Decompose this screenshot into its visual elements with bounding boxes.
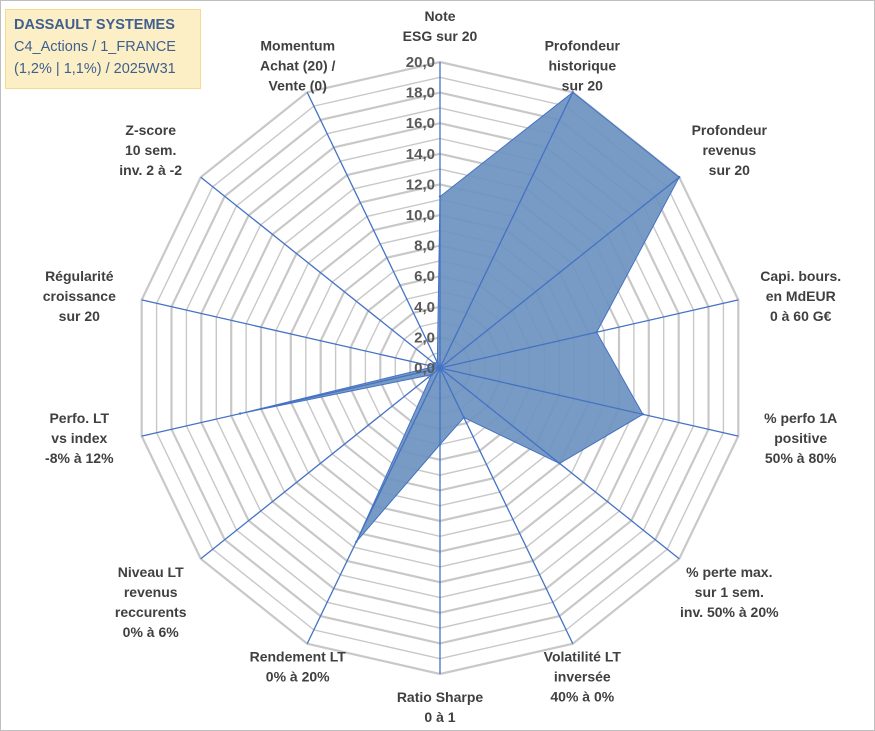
axis-spoke — [141, 299, 441, 369]
axis-label: % perte max. sur 1 sem. inv. 50% à 20% — [680, 564, 779, 620]
axis-spoke — [439, 367, 574, 644]
tick-label: 20,0 — [406, 54, 435, 71]
axis-label: Volatilité LT inversée 40% à 0% — [544, 649, 622, 705]
axis-label-line: 0 à 60 G€ — [770, 308, 832, 324]
axis-spoke — [439, 367, 680, 560]
axis-label-line: reccurents — [115, 604, 187, 620]
axis-labels: Note ESG sur 20 Profondeur historique sur 20… — [43, 8, 841, 725]
axis-label: Rendement LT 0% à 20% — [250, 649, 347, 685]
axis-label-line: Note — [424, 8, 455, 24]
axis-spoke — [439, 299, 739, 369]
axis-label-line: Profondeur — [692, 122, 768, 138]
axis-label-line: Achat (20) / — [260, 57, 336, 73]
axis-label-line: % perte max. — [686, 564, 772, 580]
axis-label-line: Rendement LT — [250, 649, 347, 665]
axis-label: Capi. bours. en MdEUR 0 à 60 G€ — [760, 268, 841, 324]
axis-spoke — [439, 367, 739, 437]
axis-label-line: revenus — [124, 584, 178, 600]
axis-label-line: sur 20 — [562, 77, 603, 93]
axis-label-line: % perfo 1A — [764, 410, 837, 426]
axis-spoke — [306, 92, 441, 369]
axis-label-line: positive — [774, 430, 827, 446]
chart-title-box: DASSAULT SYSTEMES C4_Actions / 1_FRANCE … — [5, 9, 201, 89]
axis-label-line: 0% à 20% — [266, 669, 330, 685]
portfolio-path: C4_Actions / 1_FRANCE — [14, 39, 176, 55]
axis-spoke — [439, 176, 680, 369]
axis-spoke — [439, 92, 574, 369]
axis-label-line: Capi. bours. — [760, 268, 841, 284]
axis-label-line: 40% à 0% — [550, 689, 614, 705]
axis-label-line: inv. 2 à -2 — [119, 162, 182, 178]
axis-label-line: revenus — [702, 142, 756, 158]
axis-label-line: Volatilité LT — [544, 649, 622, 665]
axis-label: Ratio Sharpe 0 à 1 — [397, 689, 484, 725]
tick-label: 8,0 — [414, 238, 435, 255]
axis-label-line: sur 20 — [59, 308, 100, 324]
axis-label-line: inv. 50% à 20% — [680, 604, 779, 620]
axis-label-line: ESG sur 20 — [403, 28, 478, 44]
axis-label: Momentum Achat (20) / Vente (0) — [260, 37, 336, 93]
axis-spoke — [200, 176, 441, 369]
axis-label-line: Niveau LT — [118, 564, 184, 580]
axis-spoke — [141, 367, 441, 437]
axis-label: Niveau LT revenus reccurents 0% à 6% — [115, 564, 187, 640]
axis-label: Profondeur historique sur 20 — [545, 37, 621, 93]
axis-label: Z-score 10 sem. inv. 2 à -2 — [119, 122, 182, 178]
axis-label: Profondeur revenus sur 20 — [692, 122, 768, 178]
axis-label-line: sur 20 — [709, 162, 750, 178]
tick-label: 18,0 — [406, 85, 435, 102]
axis-label-line: historique — [548, 57, 616, 73]
axis-label: Note ESG sur 20 — [403, 8, 478, 44]
tick-label: 14,0 — [406, 146, 435, 163]
axis-label: Perfo. LT vs index -8% à 12% — [45, 410, 114, 466]
axis-label-line: Profondeur — [545, 37, 621, 53]
axis-label-line: Régularité — [45, 268, 114, 284]
axis-label-line: 50% à 80% — [765, 450, 837, 466]
axis-label-line: Momentum — [260, 37, 335, 53]
axis-label-line: croissance — [43, 288, 116, 304]
axis-label-line: inversée — [554, 669, 611, 685]
axis-label-line: Z-score — [125, 122, 176, 138]
axis-spoke — [200, 367, 441, 560]
axis-label-line: sur 1 sem. — [695, 584, 764, 600]
axis-label-line: Vente (0) — [269, 77, 327, 93]
tick-label: 0,0 — [414, 360, 435, 377]
company-name: DASSAULT SYSTEMES — [14, 17, 175, 33]
axis-label-line: Ratio Sharpe — [397, 689, 484, 705]
axis-label-line: -8% à 12% — [45, 450, 114, 466]
tick-label: 4,0 — [414, 299, 435, 316]
axis-label-line: en MdEUR — [766, 288, 836, 304]
radial-tick-labels: 0,0 2,0 4,0 6,0 8,0 10,0 12,0 14,0 16,0 18,0 20,0 — [406, 54, 435, 377]
tick-label: 2,0 — [414, 329, 435, 346]
axis-label-line: Perfo. LT — [49, 410, 109, 426]
weights-and-week: (1,2% | 1,1%) / 2025W31 — [14, 61, 176, 77]
axis-label-line: 10 sem. — [125, 142, 176, 158]
axis-label-line: 0% à 6% — [123, 624, 180, 640]
radar-spokes — [141, 62, 739, 674]
tick-label: 10,0 — [406, 207, 435, 224]
tick-label: 6,0 — [414, 268, 435, 285]
axis-label: Régularité croissance sur 20 — [43, 268, 116, 324]
axis-spoke — [306, 367, 441, 644]
axis-label-line: vs index — [51, 430, 107, 446]
tick-label: 16,0 — [406, 115, 435, 132]
axis-label-line: 0 à 1 — [424, 709, 455, 725]
tick-label: 12,0 — [406, 176, 435, 193]
axis-label: % perfo 1A positive 50% à 80% — [764, 410, 837, 466]
